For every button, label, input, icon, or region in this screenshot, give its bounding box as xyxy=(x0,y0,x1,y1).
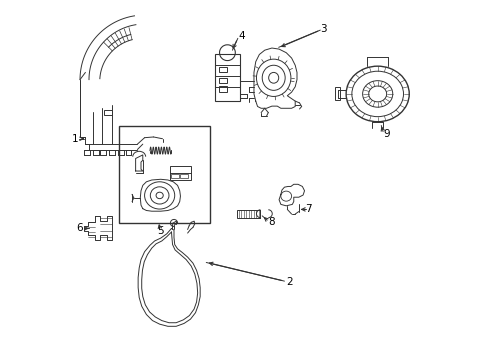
Bar xyxy=(219,67,227,72)
Bar xyxy=(237,210,260,218)
Bar xyxy=(119,126,210,223)
Text: 2: 2 xyxy=(287,277,293,287)
Bar xyxy=(172,174,179,178)
Text: 9: 9 xyxy=(383,129,390,139)
Text: 1: 1 xyxy=(72,134,78,144)
Bar xyxy=(215,54,240,101)
Bar xyxy=(104,110,112,116)
Bar xyxy=(180,174,188,178)
Text: 3: 3 xyxy=(320,24,327,34)
Bar xyxy=(335,87,340,100)
Text: 7: 7 xyxy=(306,204,312,215)
Bar xyxy=(170,166,191,180)
Text: 8: 8 xyxy=(269,217,275,227)
Text: 6: 6 xyxy=(77,224,83,233)
Text: 4: 4 xyxy=(239,31,245,41)
Text: 5: 5 xyxy=(157,226,164,236)
Bar xyxy=(219,78,227,83)
Bar xyxy=(219,86,227,92)
